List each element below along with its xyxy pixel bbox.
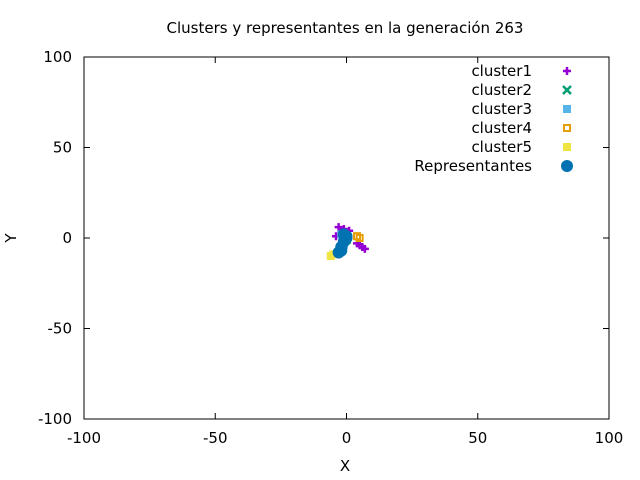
x-tick-label: 50 bbox=[468, 429, 487, 447]
series-6-point bbox=[340, 232, 353, 244]
data-points bbox=[326, 223, 369, 261]
legend-label: cluster3 bbox=[471, 100, 532, 118]
y-tick-label: -100 bbox=[38, 410, 72, 428]
legend-label: cluster1 bbox=[471, 62, 532, 80]
x-tick-label: -100 bbox=[67, 429, 101, 447]
legend-label: cluster2 bbox=[471, 81, 532, 99]
legend-label: Representantes bbox=[414, 157, 532, 175]
legend-marker bbox=[563, 67, 571, 75]
x-tick-label: 0 bbox=[342, 429, 352, 447]
x-axis-label: X bbox=[340, 457, 350, 475]
x-tick-label: -50 bbox=[203, 429, 228, 447]
legend-marker bbox=[563, 143, 571, 151]
legend-label: cluster5 bbox=[471, 138, 532, 156]
y-axis-label: Y bbox=[2, 233, 20, 244]
series-1-point bbox=[334, 223, 343, 232]
x-tick-label: 100 bbox=[595, 429, 624, 447]
series-4-point bbox=[355, 234, 364, 242]
y-tick-label: -50 bbox=[48, 320, 73, 338]
y-tick-label: 0 bbox=[62, 229, 72, 247]
axis-ticks: -100 -50 0 50 100 -100 -50 0 50 100 bbox=[38, 48, 623, 447]
legend: cluster1cluster2cluster3cluster4cluster5… bbox=[414, 62, 573, 175]
series-6-point bbox=[335, 244, 348, 257]
legend-marker bbox=[563, 105, 571, 113]
series-1-point bbox=[358, 243, 367, 252]
legend-marker bbox=[563, 124, 571, 132]
chart-title: Clusters y representantes en la generaci… bbox=[167, 19, 524, 37]
legend-marker bbox=[562, 85, 572, 95]
legend-label: cluster4 bbox=[471, 119, 532, 137]
legend-marker bbox=[561, 160, 573, 172]
y-tick-label: 100 bbox=[43, 48, 72, 66]
y-tick-label: 50 bbox=[53, 139, 72, 157]
